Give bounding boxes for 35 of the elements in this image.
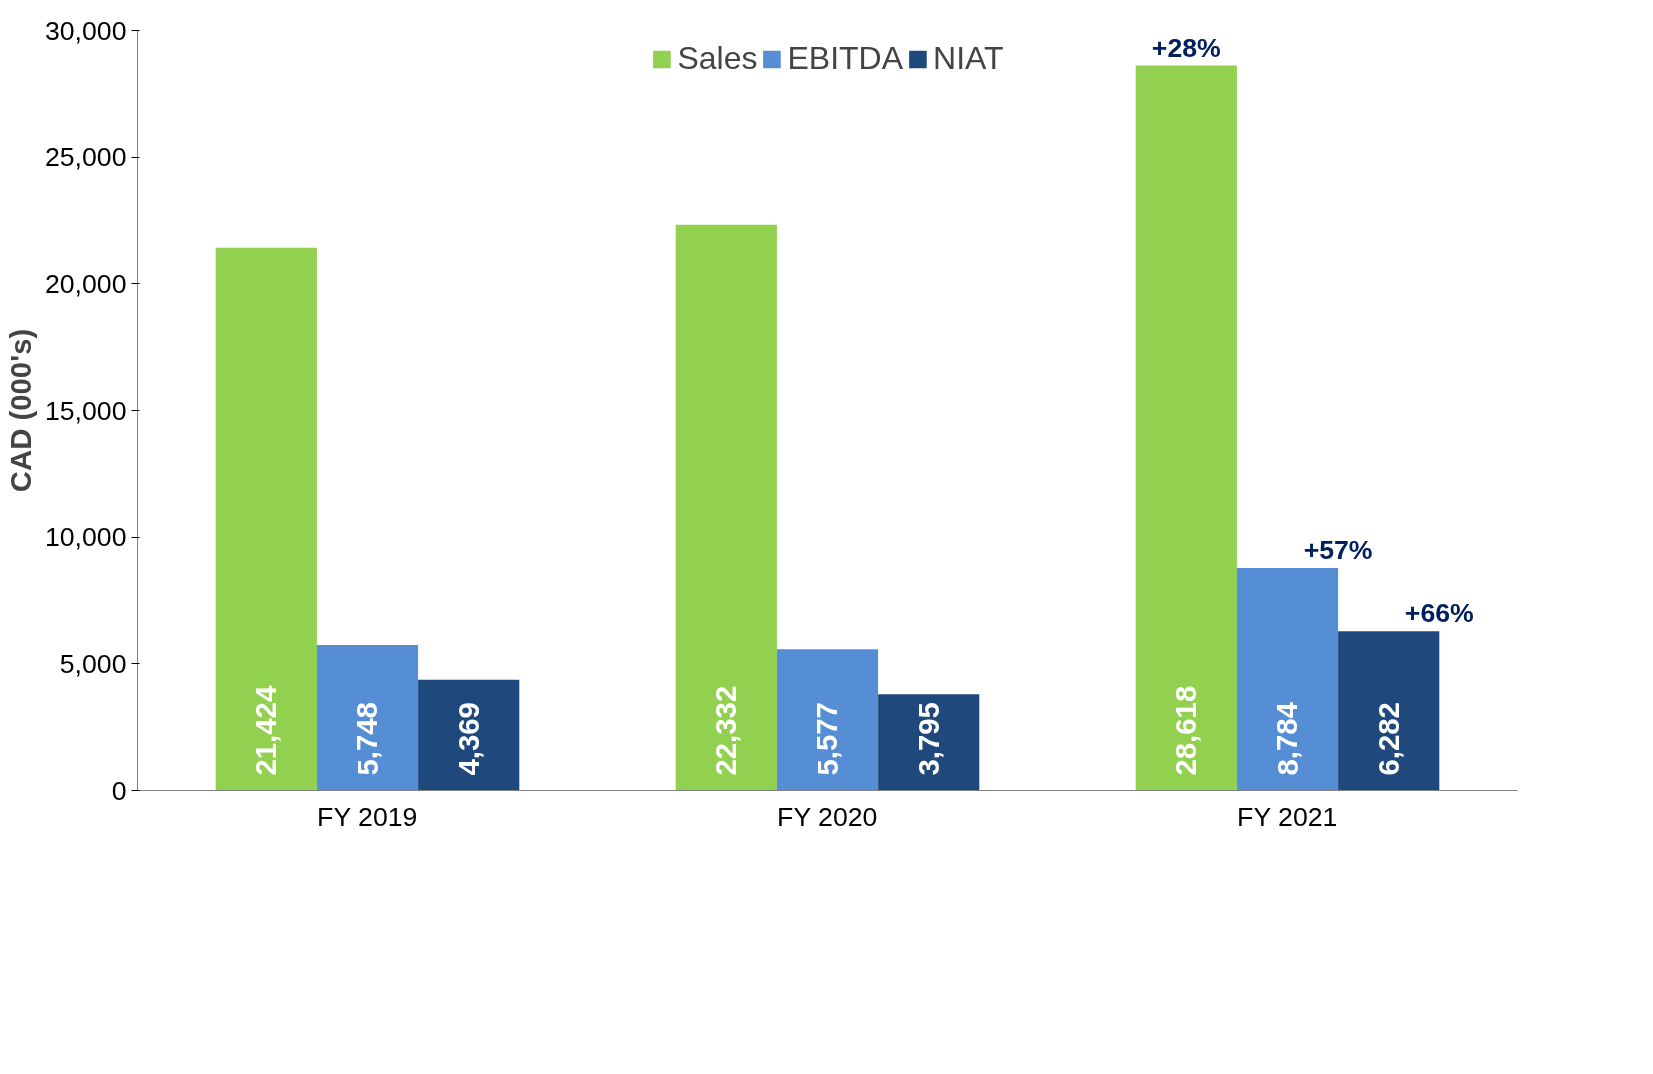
legend-label: EBITDA <box>787 40 904 77</box>
y-tick-label: 30,000 <box>44 15 127 46</box>
y-tick-label: 10,000 <box>44 522 127 553</box>
data-label: 21,424 <box>249 685 283 776</box>
annotation: +28% <box>1151 32 1221 63</box>
y-tick-label: 15,000 <box>44 395 127 426</box>
y-axis-title: CAD (000's) <box>3 328 37 493</box>
x-tick-label: FY 2020 <box>777 801 878 832</box>
y-tick-label: 25,000 <box>44 142 127 173</box>
data-label: 5,748 <box>350 702 384 776</box>
annotation: +57% <box>1303 534 1373 565</box>
legend-label: NIAT <box>933 40 1004 77</box>
data-label: 6,282 <box>1371 702 1405 776</box>
data-label: 4,369 <box>451 702 485 776</box>
data-label: 8,784 <box>1270 701 1304 776</box>
bar <box>418 679 520 791</box>
data-label: 5,577 <box>810 702 844 776</box>
x-tick-label: FY 2021 <box>1237 801 1338 832</box>
annotation: +66% <box>1404 598 1474 629</box>
legend-label: Sales <box>677 40 758 77</box>
bar <box>776 649 879 791</box>
bar <box>215 247 317 791</box>
x-tick-label: FY 2019 <box>317 801 418 832</box>
bar <box>1338 631 1440 791</box>
data-label: 3,795 <box>911 702 945 776</box>
y-tick-label: 20,000 <box>44 268 127 299</box>
bar <box>1236 567 1339 791</box>
data-label: 28,618 <box>1169 685 1203 776</box>
y-tick-label: 5,000 <box>59 648 127 679</box>
bar <box>675 224 777 791</box>
y-tick-label: 0 <box>111 775 127 806</box>
bar <box>316 644 419 791</box>
data-label: 22,332 <box>709 685 743 776</box>
bar <box>878 694 980 791</box>
bar <box>1135 65 1237 791</box>
